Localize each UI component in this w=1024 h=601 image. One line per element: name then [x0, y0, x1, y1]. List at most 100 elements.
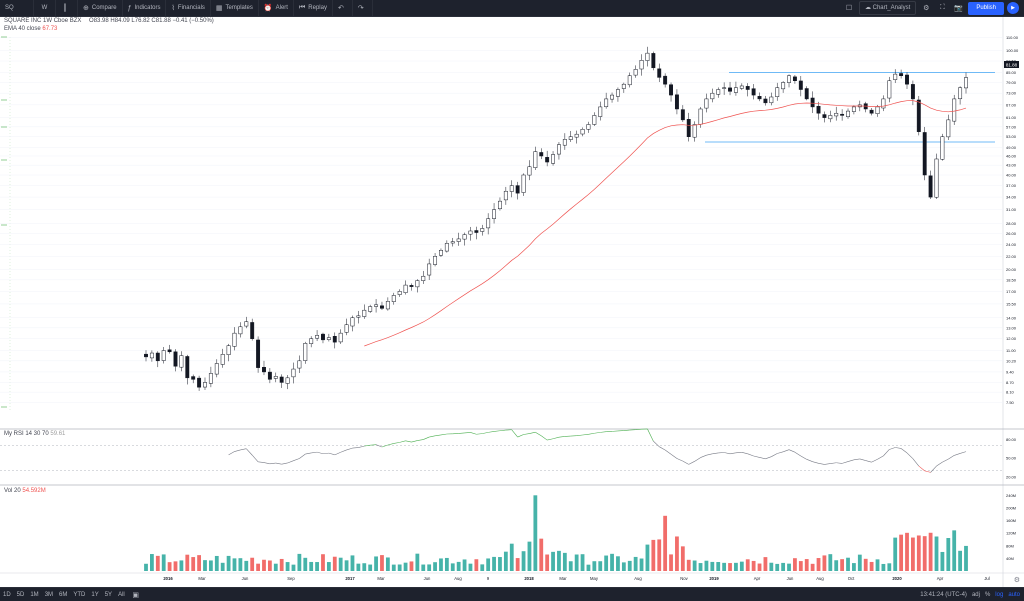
chart-legend[interactable]: SQUARE INC 1W Cboe BZX O83.98 H84.09 L76… — [4, 18, 214, 24]
chart-area[interactable]: 110.00100.0092.5085.0079.0073.0067.0061.… — [0, 17, 1024, 587]
ema-value: 67.73 — [42, 26, 57, 32]
range-button-6m[interactable]: 6M — [56, 592, 70, 598]
time-tick-label: 2016 — [163, 576, 173, 581]
candle-body — [486, 219, 489, 228]
candle-body — [445, 243, 448, 251]
volume-bar — [150, 554, 154, 571]
price-tick-label: 100.00 — [1006, 48, 1019, 53]
volume-bar — [935, 536, 939, 571]
candle-body — [292, 369, 295, 377]
volume-bar — [516, 558, 520, 571]
candle-body — [227, 346, 230, 355]
range-button-1d[interactable]: 1D — [0, 592, 14, 598]
adj-toggle[interactable]: adj — [972, 592, 980, 598]
clock-time[interactable]: 13:41:24 (UTC-4) — [920, 592, 967, 598]
volume-bar — [598, 561, 602, 571]
redo-button[interactable]: ↷ — [353, 0, 373, 16]
candle-body — [186, 356, 189, 377]
time-tick-label: Aug — [454, 576, 462, 581]
range-button-5d[interactable]: 5D — [14, 592, 28, 598]
volume-bar — [162, 554, 166, 571]
undo-button[interactable]: ↶ — [333, 0, 353, 16]
volume-bar — [191, 557, 195, 571]
price-tick-label: 26.00 — [1006, 231, 1017, 236]
percent-toggle[interactable]: % — [985, 592, 990, 598]
ema-legend[interactable]: EMA 40 close 67.73 — [4, 26, 57, 32]
snapshot-button[interactable]: 📷 — [952, 2, 964, 14]
volume-bar — [221, 563, 225, 571]
candle-body — [829, 115, 832, 118]
candle-body — [793, 77, 796, 81]
fullscreen-button[interactable]: ⛶ — [936, 2, 948, 14]
financials-button[interactable]: ⌇Financials — [166, 0, 210, 16]
templates-button[interactable]: ▦Templates — [211, 0, 259, 16]
range-button-1y[interactable]: 1Y — [88, 592, 101, 598]
candle-body — [705, 99, 708, 108]
candle-body — [221, 354, 224, 364]
candle-body — [764, 99, 767, 103]
volume-label: Vol 20 — [4, 488, 21, 494]
volume-bar — [569, 561, 573, 571]
volume-bar — [557, 551, 561, 571]
volume-bar — [345, 560, 349, 571]
candle-body — [327, 338, 330, 340]
volume-bar — [693, 561, 697, 571]
volume-bar — [303, 558, 307, 571]
time-tick-label: Jun — [424, 576, 431, 581]
volume-bar — [775, 564, 779, 571]
price-tick-label: 73.00 — [1006, 91, 1017, 96]
fullscreen-toggle[interactable]: ☐ — [843, 2, 855, 14]
candle-body — [469, 231, 472, 234]
range-button-3m[interactable]: 3M — [42, 592, 56, 598]
volume-bar — [758, 564, 762, 571]
volume-bar — [463, 559, 467, 571]
range-button-ytd[interactable]: YTD — [70, 592, 88, 598]
candle-body — [304, 343, 307, 360]
compare-button[interactable]: ⊕Compare — [78, 0, 123, 16]
volume-bar — [923, 536, 927, 571]
candle-body — [315, 335, 318, 338]
interval-button[interactable]: W — [34, 0, 56, 16]
volume-bar — [699, 563, 703, 571]
candle-body — [817, 106, 820, 113]
date-range-button[interactable]: ▣ — [130, 589, 142, 601]
volume-bar — [351, 555, 355, 571]
candle-body — [557, 145, 560, 154]
chart-type-button[interactable]: ┃ — [56, 0, 78, 16]
candle-body — [392, 295, 395, 301]
layout-selector[interactable]: ☁ Chart_Analyst — [859, 1, 916, 15]
replay-button[interactable]: ⏮Replay — [294, 0, 333, 16]
settings-button[interactable]: ⚙ — [920, 2, 932, 14]
candle-body — [239, 327, 242, 334]
volume-bar — [687, 560, 691, 571]
volume-legend[interactable]: Vol 20 54.592M — [4, 488, 46, 494]
chart-settings-gear[interactable]: ⚙ — [1014, 576, 1020, 584]
candle-body — [687, 119, 690, 136]
candle-body — [722, 88, 725, 89]
range-button-1m[interactable]: 1M — [27, 592, 41, 598]
volume-bar — [469, 564, 473, 571]
volume-bar — [710, 562, 714, 571]
candle-body — [174, 352, 177, 366]
symbol-search[interactable]: SQ — [0, 0, 34, 16]
candle-body — [622, 84, 625, 88]
candle-body — [840, 114, 843, 115]
price-tick-label: 67.00 — [1006, 102, 1017, 107]
candle-body — [351, 318, 354, 326]
time-tick-label: 2020 — [892, 576, 902, 581]
publish-button[interactable]: Publish — [968, 2, 1004, 15]
volume-bar — [563, 553, 567, 571]
alert-button[interactable]: ⏰Alert — [259, 0, 294, 16]
alert-label: Alert — [276, 5, 288, 11]
time-tick-label: Mar — [198, 576, 206, 581]
range-button-all[interactable]: All — [115, 592, 128, 598]
auto-toggle[interactable]: auto — [1008, 592, 1020, 598]
range-button-5y[interactable]: 5Y — [102, 592, 115, 598]
rsi-legend[interactable]: My RSI 14 30 70 59.61 — [4, 431, 65, 437]
volume-bar — [740, 562, 744, 571]
volume-bar — [410, 561, 414, 571]
volume-bar — [374, 556, 378, 571]
log-toggle[interactable]: log — [995, 592, 1003, 598]
play-button[interactable]: ▶ — [1007, 2, 1019, 14]
